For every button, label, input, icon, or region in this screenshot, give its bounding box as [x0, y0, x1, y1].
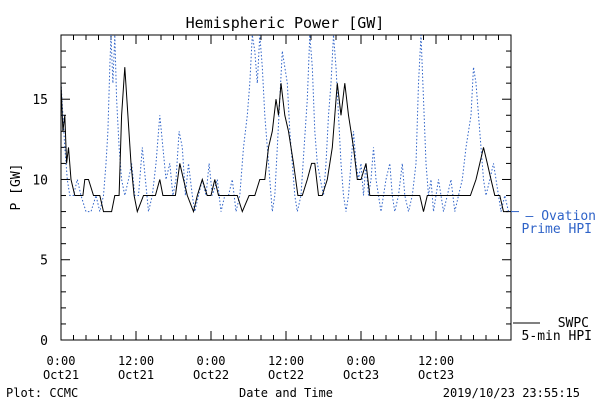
- legend-swpc-line2: 5-min HPI: [522, 329, 592, 344]
- x-tick-time-label: 12:00: [118, 354, 154, 368]
- y-tick-label: 10: [32, 173, 48, 188]
- plot-credit: Plot: CCMC: [6, 386, 78, 400]
- series-swpc-line: [61, 67, 509, 214]
- x-axis: 0:00Oct2112:00Oct210:00Oct2212:00Oct220:…: [43, 35, 512, 382]
- x-tick-date-label: Oct22: [268, 368, 304, 382]
- y-axis-label: P [GW]: [9, 164, 24, 211]
- plot-timestamp: 2019/10/23 23:55:15: [443, 386, 580, 400]
- plot-frame: [60, 34, 512, 341]
- x-axis-label: Date and Time: [239, 386, 333, 400]
- y-tick-label: 5: [40, 254, 48, 269]
- y-tick-label: 0: [40, 334, 48, 349]
- series-layer: [61, 35, 519, 214]
- x-tick-date-label: Oct21: [118, 368, 154, 382]
- x-tick-date-label: Oct21: [43, 368, 79, 382]
- legend: — Ovation Prime HPI SWPC 5-min HPI: [513, 209, 596, 344]
- chart-title: Hemispheric Power [GW]: [186, 14, 385, 32]
- x-tick-date-label: Oct23: [418, 368, 454, 382]
- x-tick-time-label: 0:00: [47, 354, 76, 368]
- x-tick-time-label: 0:00: [347, 354, 376, 368]
- legend-ovation-line2: Prime HPI: [522, 222, 592, 237]
- x-tick-time-label: 12:00: [418, 354, 454, 368]
- x-tick-time-label: 12:00: [268, 354, 304, 368]
- x-tick-time-label: 0:00: [197, 354, 226, 368]
- x-tick-date-label: Oct22: [193, 368, 229, 382]
- x-tick-date-label: Oct23: [343, 368, 379, 382]
- y-tick-label: 15: [32, 93, 48, 108]
- legend-ovation-line1: — Ovation: [526, 209, 596, 224]
- y-axis: 0 5 10 15: [32, 34, 511, 349]
- series-ovation-prime-line: [61, 35, 509, 213]
- legend-swpc-line1: SWPC: [558, 316, 589, 331]
